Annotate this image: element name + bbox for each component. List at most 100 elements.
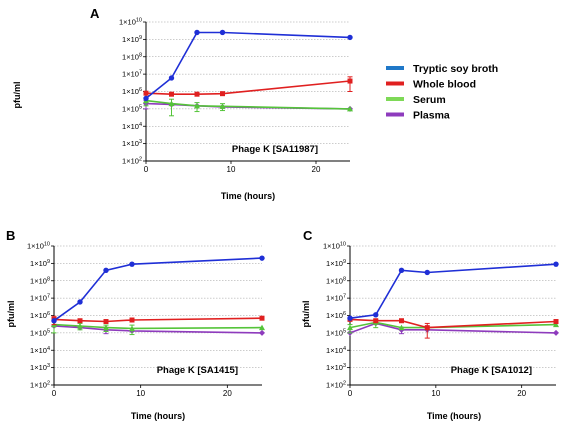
y-tick-label: 1×1010 bbox=[323, 242, 346, 251]
data-point bbox=[347, 324, 353, 331]
legend-item-blood: Whole blood bbox=[386, 79, 476, 91]
legend: Tryptic soy broth Whole blood Serum Plasma bbox=[386, 63, 498, 122]
y-axis-title: pfu/ml bbox=[6, 301, 16, 328]
data-point bbox=[553, 329, 559, 336]
legend-item-serum: Serum bbox=[386, 94, 446, 106]
y-axis-title: pfu/ml bbox=[12, 82, 22, 109]
x-tick-label: 0 bbox=[348, 389, 353, 398]
series-serum bbox=[51, 320, 265, 336]
y-tick-label: 1×109 bbox=[122, 35, 142, 44]
series-line-blood bbox=[145, 80, 351, 95]
x-tick-label: 20 bbox=[312, 165, 321, 174]
series-line-tsb bbox=[349, 263, 557, 319]
series-blood bbox=[143, 76, 353, 97]
data-point bbox=[129, 261, 135, 267]
legend-swatch bbox=[386, 112, 404, 117]
series-blood bbox=[51, 315, 265, 326]
x-axis-title: Time (hours) bbox=[221, 191, 275, 201]
legend-label: Serum bbox=[413, 94, 446, 106]
x-tick-label: 20 bbox=[517, 389, 526, 398]
x-tick-label: 0 bbox=[52, 389, 57, 398]
data-point bbox=[347, 105, 353, 112]
data-point bbox=[553, 261, 559, 267]
y-tick-label: 1×107 bbox=[30, 294, 50, 303]
data-point bbox=[77, 299, 83, 305]
data-point bbox=[169, 91, 174, 97]
data-point bbox=[194, 91, 200, 97]
data-point bbox=[398, 267, 405, 273]
data-point bbox=[51, 318, 57, 324]
legend-swatch bbox=[386, 81, 404, 86]
chart-panel-c: 1×102 1×103 1×104 1×105 1×106 1×107 1×108 1×109… bbox=[301, 228, 559, 421]
data-point bbox=[103, 324, 109, 331]
y-tick-label: 1×103 bbox=[30, 363, 50, 372]
y-tick-label: 1×103 bbox=[122, 139, 142, 148]
y-tick-label: 1×104 bbox=[326, 346, 346, 355]
y-tick-label: 1×106 bbox=[122, 87, 142, 96]
data-point bbox=[168, 75, 175, 81]
series-blood bbox=[347, 316, 559, 339]
legend-item-tsb: Tryptic soy broth bbox=[386, 63, 498, 75]
data-point bbox=[129, 317, 135, 323]
data-point bbox=[77, 318, 83, 324]
series-tsb bbox=[51, 255, 265, 324]
y-tick-label: 1×104 bbox=[30, 346, 50, 355]
data-point bbox=[259, 329, 265, 336]
y-tick-label: 1×1010 bbox=[27, 242, 50, 251]
data-point bbox=[373, 318, 379, 324]
data-point bbox=[553, 319, 559, 325]
data-point bbox=[219, 29, 226, 36]
y-tick-label: 1×107 bbox=[326, 294, 346, 303]
series-line-tsb bbox=[53, 257, 263, 322]
y-axis-title: pfu/ml bbox=[301, 301, 311, 328]
chart-panel-b: 1×102 1×103 1×104 1×105 1×106 1×107 1×108 1×109… bbox=[6, 228, 265, 421]
panel-letter: A bbox=[90, 6, 100, 21]
series-line-blood bbox=[53, 317, 263, 323]
x-tick-label: 10 bbox=[136, 389, 145, 398]
legend-label: Tryptic soy broth bbox=[413, 63, 498, 75]
legend-swatch bbox=[386, 97, 404, 101]
y-tick-label: 1×108 bbox=[326, 276, 346, 285]
data-point bbox=[259, 315, 265, 321]
legend-item-plasma: Plasma bbox=[386, 110, 450, 122]
data-point bbox=[398, 324, 405, 331]
x-tick-label: 20 bbox=[223, 389, 232, 398]
data-point bbox=[347, 78, 353, 84]
panel-letter: B bbox=[6, 228, 15, 243]
data-point bbox=[399, 318, 404, 324]
x-tick-label: 0 bbox=[144, 165, 149, 174]
y-tick-label: 1×102 bbox=[122, 157, 142, 166]
y-tick-label: 1×109 bbox=[326, 259, 346, 268]
y-tick-label: 1×1010 bbox=[119, 18, 142, 27]
y-tick-label: 1×108 bbox=[30, 276, 50, 285]
y-tick-label: 1×105 bbox=[30, 328, 50, 337]
series-serum bbox=[143, 97, 353, 117]
data-point bbox=[77, 322, 83, 329]
data-point bbox=[553, 321, 559, 328]
phage-strain-label: Phage K [SA1012] bbox=[451, 365, 532, 376]
data-point bbox=[103, 319, 109, 325]
series-tsb bbox=[347, 261, 559, 321]
x-axis-title: Time (hours) bbox=[427, 411, 481, 421]
series-tsb bbox=[143, 29, 353, 102]
data-point bbox=[129, 325, 135, 331]
series-plasma bbox=[51, 322, 265, 336]
data-point bbox=[373, 312, 379, 318]
data-point bbox=[424, 325, 430, 331]
data-point bbox=[103, 267, 109, 273]
data-point bbox=[347, 34, 353, 41]
y-tick-label: 1×105 bbox=[122, 104, 142, 113]
data-point bbox=[194, 102, 200, 109]
data-point bbox=[347, 315, 353, 321]
legend-label: Plasma bbox=[413, 110, 450, 122]
legend-swatch bbox=[386, 66, 404, 70]
data-point bbox=[424, 269, 430, 276]
data-point bbox=[259, 324, 265, 331]
phage-strain-label: Phage K [SA1415] bbox=[157, 365, 238, 376]
legend-label: Whole blood bbox=[413, 79, 476, 91]
phage-strain-label: Phage K [SA11987] bbox=[232, 144, 318, 155]
y-tick-label: 1×105 bbox=[326, 328, 346, 337]
y-tick-label: 1×106 bbox=[326, 311, 346, 320]
y-tick-label: 1×107 bbox=[122, 70, 142, 79]
